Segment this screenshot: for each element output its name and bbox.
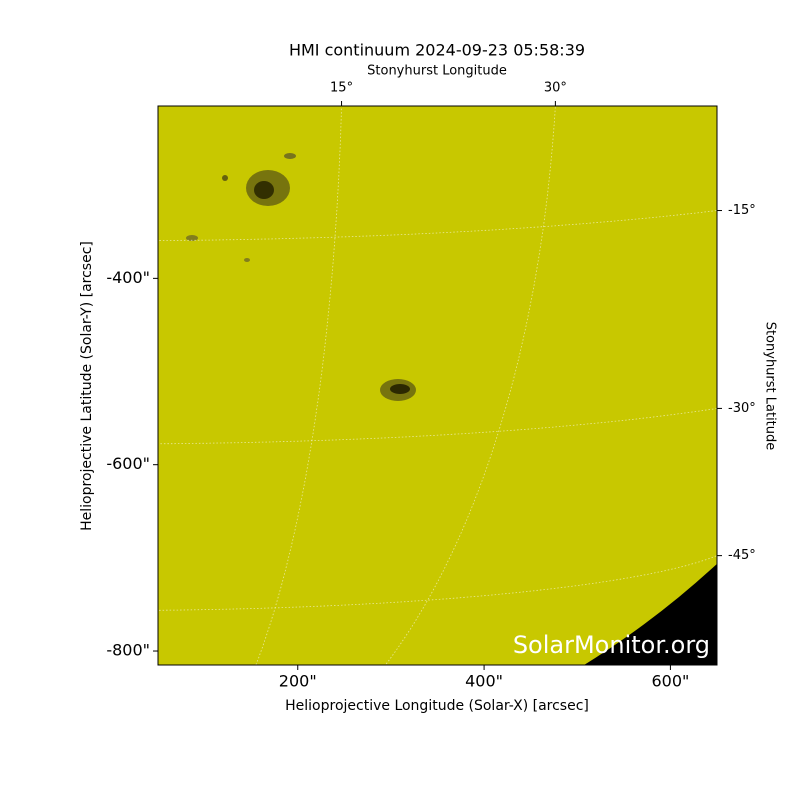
- x-tick-label: 400": [465, 672, 503, 691]
- sunspot: [254, 181, 274, 199]
- y-axis-label: Helioprojective Latitude (Solar-Y) [arcs…: [79, 241, 95, 531]
- plot-frame: [157, 105, 718, 666]
- sunspot: [284, 153, 296, 159]
- right-tick-label: -15°: [728, 203, 756, 218]
- top-tick-label: 30°: [544, 81, 567, 96]
- y-tick-label: -400": [106, 268, 150, 287]
- top-axis-label: Stonyhurst Longitude: [367, 64, 507, 79]
- x-tick-label: 200": [279, 672, 317, 691]
- top-tick-label: 15°: [330, 81, 353, 96]
- sunspot: [244, 258, 250, 262]
- y-tick-label: -800": [106, 641, 150, 660]
- x-tick-label: 600": [651, 672, 689, 691]
- right-tick-label: -45°: [728, 548, 756, 563]
- sunspot: [390, 384, 410, 394]
- right-tick-label: -30°: [728, 401, 756, 416]
- watermark: SolarMonitor.org: [513, 631, 710, 659]
- right-axis-label: Stonyhurst Latitude: [763, 322, 778, 451]
- chart-title: HMI continuum 2024-09-23 05:58:39: [289, 41, 585, 60]
- sunspot: [222, 175, 228, 181]
- x-axis-label: Helioprojective Longitude (Solar-X) [arc…: [285, 698, 589, 714]
- sunspot: [186, 235, 198, 241]
- y-tick-label: -600": [106, 454, 150, 473]
